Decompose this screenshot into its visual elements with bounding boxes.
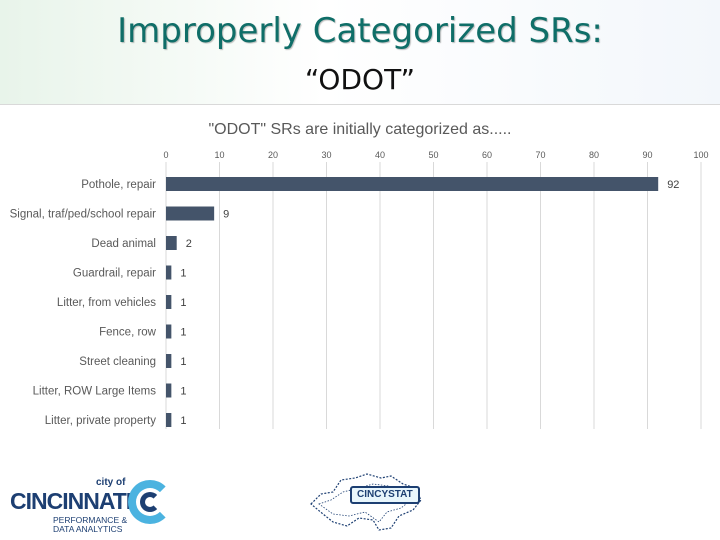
slide-subtitle: “ODOT” <box>304 63 416 96</box>
x-tick-label: 10 <box>214 150 224 160</box>
category-label: Litter, ROW Large Items <box>33 386 157 398</box>
category-label: Fence, row <box>99 327 157 339</box>
value-label: 9 <box>223 209 229 221</box>
x-tick-label: 30 <box>321 150 331 160</box>
header-background <box>0 0 720 104</box>
category-label: Signal, traf/ped/school repair <box>10 209 157 221</box>
x-tick-label: 100 <box>693 150 708 160</box>
value-label: 1 <box>180 297 186 309</box>
slide-title: Improperly Categorized SRs: <box>117 11 603 51</box>
bar <box>166 177 659 191</box>
bar <box>166 354 172 368</box>
x-tick-label: 50 <box>428 150 438 160</box>
cincinnati-c-inner-icon <box>140 492 160 512</box>
x-tick-label: 70 <box>535 150 545 160</box>
bar-chart: "ODOT" SRs are initially categorized as.… <box>10 121 709 429</box>
value-label: 1 <box>180 327 186 339</box>
category-label: Pothole, repair <box>81 179 156 191</box>
value-label: 1 <box>180 386 186 398</box>
bar <box>166 324 172 339</box>
performance-data-analytics-text: PERFORMANCE & DATA ANALYTICS <box>53 515 128 535</box>
value-label: 1 <box>180 268 186 280</box>
bar <box>166 265 172 280</box>
value-label: 2 <box>186 238 192 250</box>
chart-bars <box>166 177 659 427</box>
perf-line-2: DATA ANALYTICS <box>53 524 123 535</box>
cincinnati-c-logo-icon <box>128 480 172 524</box>
category-labels: Pothole, repair Signal, traf/ped/school r… <box>10 179 157 427</box>
x-tick-label: 20 <box>268 150 278 160</box>
cincystat-map-icon <box>310 473 422 531</box>
x-tick-label: 60 <box>482 150 492 160</box>
bar <box>166 413 172 427</box>
cincinnati-wordmark: CINCINNATI <box>10 488 132 514</box>
chart-gridlines <box>165 162 702 429</box>
chart-panel <box>0 104 720 435</box>
value-label: 1 <box>180 415 186 427</box>
category-label: Litter, private property <box>45 415 156 427</box>
bar <box>166 383 172 398</box>
perf-line-1: PERFORMANCE & <box>53 515 128 525</box>
x-tick-label: 80 <box>589 150 599 160</box>
x-tick-label: 0 <box>163 150 168 160</box>
value-label: 1 <box>180 356 186 368</box>
bar <box>166 236 177 250</box>
value-label: 92 <box>667 179 679 191</box>
category-label: Street cleaning <box>79 356 156 368</box>
cincystat-badge: CINCYSTAT <box>350 486 420 504</box>
category-label: Litter, from vehicles <box>57 297 156 309</box>
bar <box>166 206 215 221</box>
bar <box>166 295 172 309</box>
chart-title: "ODOT" SRs are initially categorized as.… <box>208 121 511 138</box>
city-of-text: city of <box>96 477 126 488</box>
category-label: Guardrail, repair <box>73 268 156 280</box>
category-label: Dead animal <box>91 238 156 250</box>
x-axis-ticks: 0 10 20 30 40 50 60 70 80 90 100 <box>163 150 708 160</box>
x-tick-label: 90 <box>642 150 652 160</box>
x-tick-label: 40 <box>375 150 385 160</box>
